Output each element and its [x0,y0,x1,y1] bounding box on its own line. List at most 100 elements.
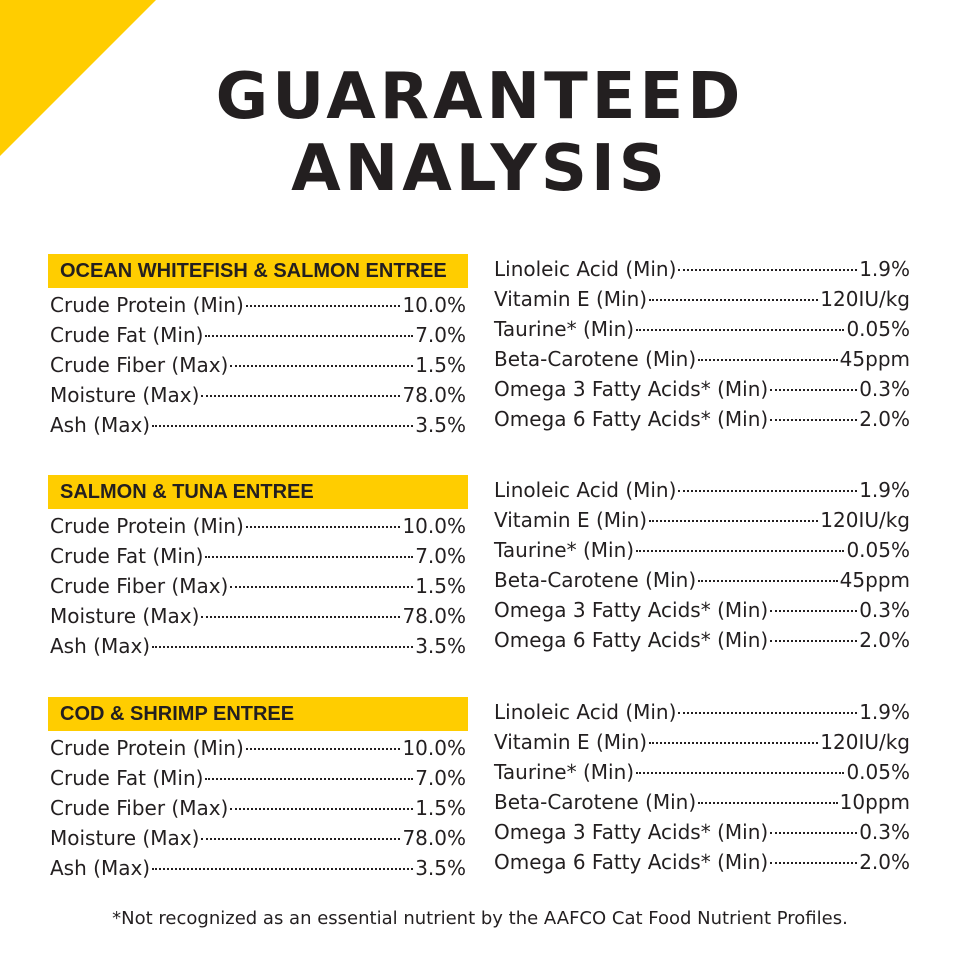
dot-leader [205,778,414,780]
nutrient-value: 10.0% [402,736,466,760]
nutrient-label: Crude Protein (Min) [50,514,244,538]
page-title-line2: ANALYSIS [291,132,669,206]
dot-leader [698,359,838,361]
nutrient-row: Beta-Carotene (Min) 10ppm [494,787,910,817]
analysis-list-left: Crude Protein (Min) 10.0% Crude Fat (Min)… [50,290,466,440]
nutrient-label: Omega 6 Fatty Acids* (Min) [494,407,769,431]
dot-leader [649,520,819,522]
nutrient-row: Crude Fiber (Max) 1.5% [50,793,466,823]
nutrient-value: 2.0% [859,407,910,431]
dot-leader [152,868,414,870]
dot-leader [770,389,858,391]
nutrient-label: Vitamin E (Min) [494,730,648,754]
nutrient-value: 78.0% [402,826,466,850]
nutrient-row: Omega 3 Fatty Acids* (Min) 0.3% [494,374,910,404]
dot-leader [678,269,858,271]
nutrient-label: Linoleic Acid (Min) [494,478,677,502]
analysis-list-left: Crude Protein (Min) 10.0% Crude Fat (Min)… [50,511,466,661]
nutrient-row: Crude Fat (Min) 7.0% [50,763,466,793]
nutrient-row: Linoleic Acid (Min) 1.9% [494,697,910,727]
dot-leader [678,490,858,492]
nutrient-row: Moisture (Max) 78.0% [50,601,466,631]
nutrient-label: Vitamin E (Min) [494,287,648,311]
nutrient-value: 10.0% [402,293,466,317]
nutrient-value: 2.0% [859,850,910,874]
nutrient-row: Crude Fat (Min) 7.0% [50,541,466,571]
nutrient-value: 1.5% [415,796,466,820]
nutrient-value: 0.05% [846,538,910,562]
dot-leader [770,419,858,421]
dot-leader [201,395,401,397]
nutrient-label: Crude Protein (Min) [50,736,244,760]
nutrient-value: 0.3% [859,820,910,844]
nutrient-value: 120IU/kg [820,508,910,532]
nutrient-label: Omega 6 Fatty Acids* (Min) [494,850,769,874]
nutrient-value: 7.0% [415,323,466,347]
section-title: OCEAN WHITEFISH & SALMON ENTREE [48,254,468,288]
dot-leader [230,365,414,367]
nutrient-label: Omega 3 Fatty Acids* (Min) [494,820,769,844]
dot-leader [770,640,858,642]
nutrient-row: Crude Protein (Min) 10.0% [50,290,466,320]
nutrient-value: 1.9% [859,257,910,281]
analysis-list-left: Crude Protein (Min) 10.0% Crude Fat (Min)… [50,733,466,883]
nutrient-row: Taurine* (Min) 0.05% [494,314,910,344]
nutrient-row: Omega 6 Fatty Acids* (Min) 2.0% [494,847,910,877]
nutrient-row: Vitamin E (Min) 120IU/kg [494,505,910,535]
nutrient-value: 1.5% [415,574,466,598]
nutrient-value: 3.5% [415,634,466,658]
nutrient-value: 10ppm [839,790,910,814]
nutrient-row: Crude Protein (Min) 10.0% [50,733,466,763]
nutrient-row: Taurine* (Min) 0.05% [494,757,910,787]
section-title: SALMON & TUNA ENTREE [48,475,468,509]
nutrient-label: Ash (Max) [50,413,151,437]
nutrient-value: 1.9% [859,700,910,724]
nutrient-label: Ash (Max) [50,634,151,658]
nutrient-label: Crude Fat (Min) [50,766,204,790]
nutrient-row: Ash (Max) 3.5% [50,853,466,883]
nutrient-row: Omega 6 Fatty Acids* (Min) 2.0% [494,404,910,434]
nutrient-label: Vitamin E (Min) [494,508,648,532]
analysis-list-right: Linoleic Acid (Min) 1.9% Vitamin E (Min) 1… [494,254,910,434]
analysis-list-right: Linoleic Acid (Min) 1.9% Vitamin E (Min) 1… [494,475,910,655]
dot-leader [636,550,845,552]
dot-leader [205,556,414,558]
nutrient-label: Linoleic Acid (Min) [494,700,677,724]
section-title: COD & SHRIMP ENTREE [48,697,468,731]
nutrient-row: Beta-Carotene (Min) 45ppm [494,565,910,595]
nutrient-row: Crude Protein (Min) 10.0% [50,511,466,541]
nutrient-label: Omega 3 Fatty Acids* (Min) [494,377,769,401]
dot-leader [636,772,845,774]
nutrient-value: 1.5% [415,353,466,377]
footnote: *Not recognized as an essential nutrient… [112,908,848,929]
nutrient-value: 120IU/kg [820,730,910,754]
nutrient-value: 45ppm [839,568,910,592]
analysis-list-right: Linoleic Acid (Min) 1.9% Vitamin E (Min) 1… [494,697,910,877]
dot-leader [678,712,858,714]
nutrient-label: Taurine* (Min) [494,760,635,784]
nutrient-label: Moisture (Max) [50,604,200,628]
nutrient-value: 7.0% [415,544,466,568]
nutrient-label: Crude Fiber (Max) [50,574,229,598]
nutrient-value: 1.9% [859,478,910,502]
dot-leader [205,335,414,337]
section-salmon-tuna: SALMON & TUNA ENTREE Crude Protein (Min)… [0,475,960,687]
nutrient-row: Linoleic Acid (Min) 1.9% [494,254,910,284]
nutrient-value: 0.05% [846,760,910,784]
nutrient-value: 3.5% [415,856,466,880]
nutrient-value: 7.0% [415,766,466,790]
nutrient-value: 78.0% [402,383,466,407]
dot-leader [636,329,845,331]
nutrient-label: Beta-Carotene (Min) [494,790,697,814]
nutrient-label: Omega 3 Fatty Acids* (Min) [494,598,769,622]
nutrient-row: Vitamin E (Min) 120IU/kg [494,727,910,757]
dot-leader [649,742,819,744]
nutrient-label: Omega 6 Fatty Acids* (Min) [494,628,769,652]
nutrient-row: Moisture (Max) 78.0% [50,380,466,410]
nutrient-row: Taurine* (Min) 0.05% [494,535,910,565]
nutrient-label: Ash (Max) [50,856,151,880]
dot-leader [770,832,858,834]
dot-leader [698,580,838,582]
nutrient-label: Crude Fiber (Max) [50,796,229,820]
nutrient-value: 10.0% [402,514,466,538]
